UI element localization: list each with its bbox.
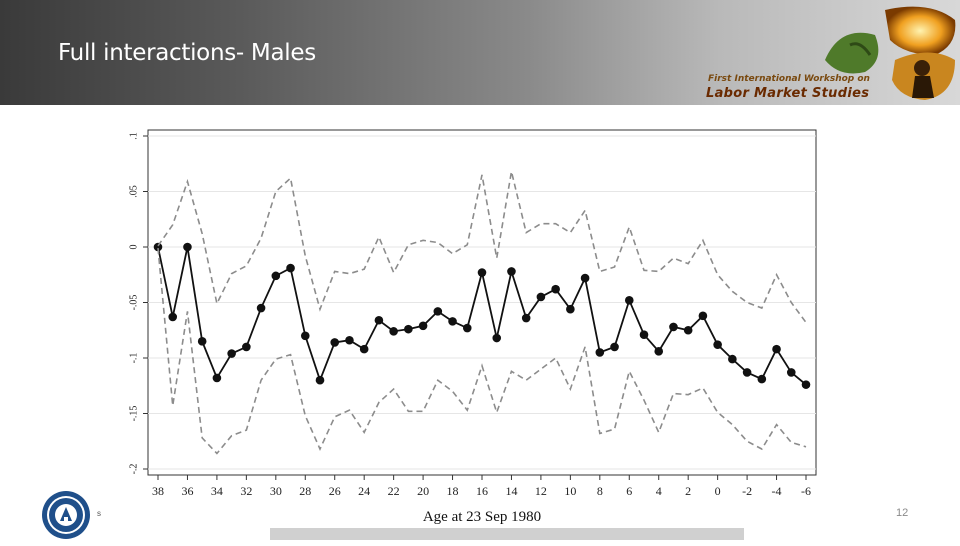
x-tick-label: 12 [535,484,547,498]
data-point [654,347,664,356]
chart: .1.05 0 -.05 -.1 -.15 -.2 38 36 34 32 30 28 26 24 22 20… [100,118,830,533]
x-tick-label: -6 [801,484,811,498]
x-tick-label: 14 [505,484,517,498]
x-tick-label: 6 [626,484,632,498]
y-tick-label: 0 [128,245,139,250]
data-point [610,342,619,352]
data-point [271,271,281,281]
x-tick-label: 0 [715,484,721,498]
series-line-ci-1 [157,171,807,323]
data-point [551,284,560,294]
x-tick-label: 2 [685,484,691,498]
data-point [786,368,796,377]
data-point [580,273,590,283]
data-point [242,342,251,352]
data-point [448,317,457,326]
workshop-logo-graphic [825,6,956,100]
data-point [286,263,295,273]
data-point [183,242,192,252]
x-tick-label: 20 [417,484,429,498]
y-tick-label: -.1 [128,353,139,364]
data-point [639,330,649,339]
data-point [772,344,781,354]
x-tick-label: 34 [211,484,223,498]
x-tick-label: 28 [299,484,311,498]
x-tick-label: 24 [358,484,370,498]
line-chart: .1.050-.05-.1-.15-.238 36 34 32 30 28 26 24 22 20… [128,129,817,525]
x-tick-label: 36 [181,484,193,498]
data-point [359,344,369,354]
data-point [212,373,222,383]
data-point [757,374,767,384]
data-point [197,337,207,346]
data-point [433,307,443,316]
data-point [728,354,737,364]
data-point [374,315,384,325]
x-tick-label: 4 [656,484,662,498]
x-tick-label: 10 [564,484,576,498]
data-point [521,313,531,323]
bottom-bar [270,528,744,540]
data-point [536,292,546,302]
slide-title: Full interactions- Males [58,40,316,66]
university-seal [40,489,92,541]
data-point [418,321,428,331]
x-tick-label: 18 [447,484,459,498]
data-point [404,324,413,334]
x-tick-label: 38 [152,484,164,498]
data-point [683,325,693,335]
x-axis-label: Age at 23 Sep 1980 [423,509,541,525]
data-point [389,327,398,336]
x-tick-label: 8 [597,484,603,498]
workshop-logo: First International Workshop on Labor Ma… [700,0,960,105]
data-point [330,338,340,347]
y-tick-label: .1 [128,132,139,140]
data-point [492,333,502,343]
page-number: 12 [896,507,909,519]
data-point [300,331,310,341]
y-tick-label: -.05 [128,295,139,311]
data-point [168,312,178,322]
data-point [595,348,605,357]
data-point [742,368,752,377]
y-tick-label: -.2 [128,464,139,475]
data-point [477,268,487,277]
x-tick-label: -2 [742,484,752,498]
x-tick-label: -4 [772,484,782,498]
x-tick-label: 22 [388,484,400,498]
data-point [256,303,266,313]
logo-line2: Labor Market Studies [706,86,870,101]
x-tick-label: 16 [476,484,488,498]
footer-mark: s [97,509,101,518]
data-point [624,295,634,305]
y-tick-label: .05 [128,185,139,198]
data-point [462,323,472,333]
y-tick-label: -.15 [128,406,139,422]
x-tick-label: 30 [270,484,282,498]
data-point [315,375,325,385]
data-point [669,322,678,332]
data-point [507,267,516,276]
university-seal-icon [42,491,90,539]
logo-line1: First International Workshop on [708,74,870,84]
data-point [227,349,236,358]
data-point [566,304,575,314]
data-point [153,242,163,252]
series-line-ci-2 [157,248,807,455]
slide-header: Full interactions- Males First Internati… [0,0,960,105]
data-point [345,335,354,345]
data-point [801,380,811,389]
x-tick-label: 26 [329,484,341,498]
data-point [713,340,722,349]
data-point [698,311,708,321]
x-tick-label: 32 [240,484,252,498]
